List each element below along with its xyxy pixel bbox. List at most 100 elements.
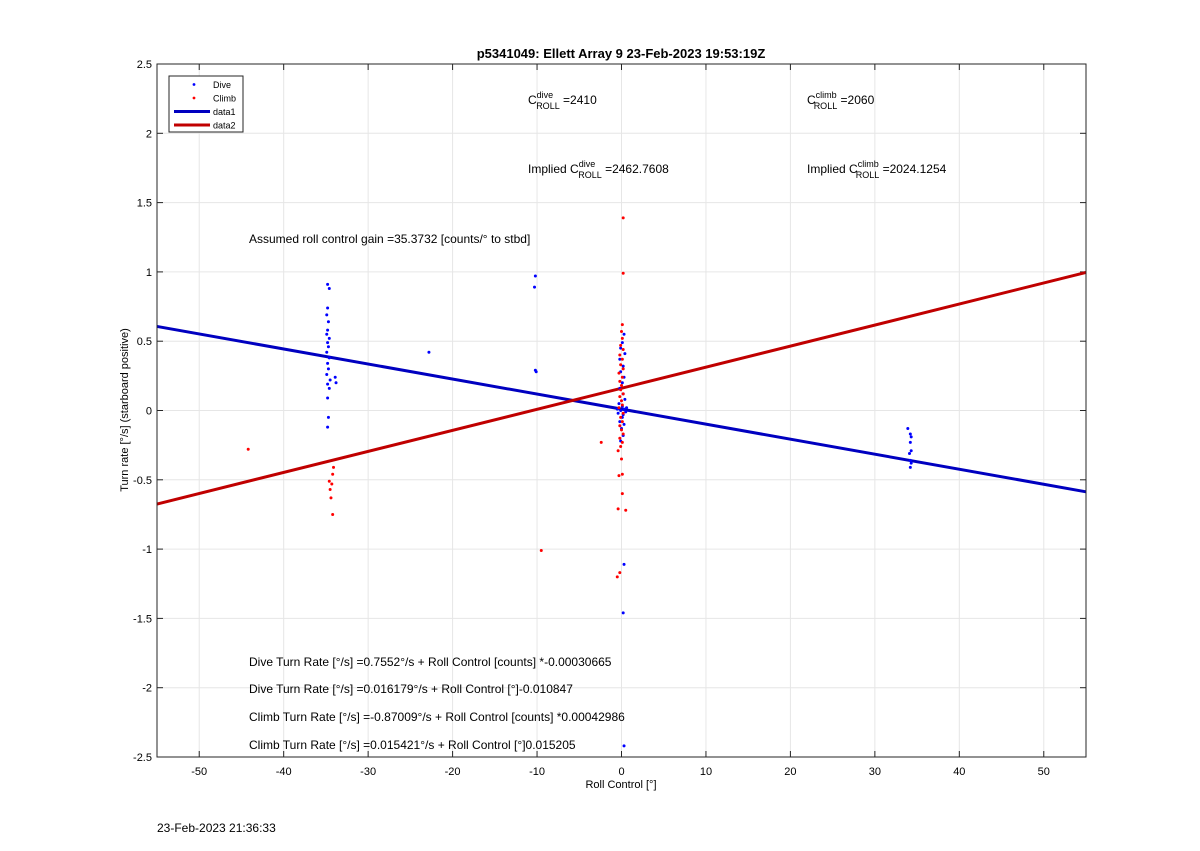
series-line-data1 xyxy=(156,324,1087,494)
tick-labels: -50 -40 -30 -20 -10 0 10 20 30 40 50-2.5-2-1.5-1-0… xyxy=(133,59,1086,778)
data-point-climb xyxy=(620,492,624,496)
data-point-dive xyxy=(326,382,330,386)
data-point-climb xyxy=(620,357,624,361)
data-point-climb xyxy=(620,384,623,388)
data-point-dive xyxy=(622,562,626,566)
annotation-dive-fit-counts: Dive Turn Rate [°/s] =0.7552°/s + Roll C… xyxy=(249,655,612,669)
data-point-dive xyxy=(325,313,329,317)
annotation-climb-fit-deg: Climb Turn Rate [°/s] =0.015421°/s + Rol… xyxy=(249,738,576,752)
annotation-c-roll-dive-base: C xyxy=(528,93,537,107)
data-point-climb xyxy=(616,507,620,511)
data-point-dive xyxy=(327,356,331,360)
data-point-dive xyxy=(327,336,331,340)
y-axis-label: Turn rate [°/s] (starboard positive) xyxy=(119,328,131,492)
legend-marker-dive xyxy=(192,83,196,86)
chart-title: p5341049: Ellett Array 9 23-Feb-2023 19:… xyxy=(477,46,766,61)
x-tick-label: 20 xyxy=(784,766,796,778)
data-point-dive xyxy=(909,461,913,465)
x-tick-label: -30 xyxy=(360,766,376,778)
data-point-climb xyxy=(621,216,625,220)
annotation-implied-dive-value: =2462.7608 xyxy=(602,162,669,176)
data-point-climb xyxy=(599,440,603,444)
annotation-c-roll-climb: Cclimb ROLL =2060 xyxy=(807,90,875,111)
y-tick-label: 0 xyxy=(146,406,152,418)
x-tick-label: -20 xyxy=(445,766,461,778)
annotation-c-roll-climb-sup: climb xyxy=(816,90,837,100)
annotation-c-roll-climb-sub: ROLL xyxy=(814,101,838,111)
data-point-climb xyxy=(624,508,628,512)
y-tick-label: 1.5 xyxy=(137,198,152,210)
legend-label-dive: Dive xyxy=(213,80,231,90)
data-point-climb xyxy=(618,353,622,357)
data-point-climb xyxy=(329,496,333,500)
x-tick-label: 0 xyxy=(618,766,624,778)
data-point-dive xyxy=(326,282,330,286)
data-point-climb xyxy=(621,348,625,352)
data-point-climb xyxy=(327,479,331,483)
data-point-dive xyxy=(616,411,620,415)
data-point-climb xyxy=(621,411,625,415)
data-points xyxy=(246,216,913,748)
data-point-dive xyxy=(326,345,330,349)
plot-area: -50 -40 -30 -20 -10 0 10 20 30 40 50-2.5-2-1.5-1-0… xyxy=(133,59,1087,778)
y-tick-label: -2.5 xyxy=(133,752,152,764)
data-point-dive xyxy=(625,406,629,410)
y-tick-label: -0.5 xyxy=(133,475,152,487)
annotation-implied-dive-prefix: Implied xyxy=(528,162,570,176)
data-point-dive xyxy=(326,396,330,400)
data-point-climb xyxy=(620,375,624,379)
data-point-dive xyxy=(622,744,626,748)
data-point-climb xyxy=(619,343,623,347)
data-point-dive xyxy=(334,381,338,385)
data-point-dive xyxy=(326,328,330,332)
data-point-dive xyxy=(621,611,625,615)
data-point-dive xyxy=(533,274,537,278)
data-point-climb xyxy=(617,371,621,375)
data-point-climb xyxy=(619,363,623,367)
data-point-dive xyxy=(326,341,330,345)
legend-label-climb: Climb xyxy=(213,94,236,104)
x-tick-label: 30 xyxy=(869,766,881,778)
data-point-climb xyxy=(620,457,623,461)
annotation-c-roll-climb-base: C xyxy=(807,93,816,107)
data-point-dive xyxy=(534,370,538,374)
data-point-dive xyxy=(325,332,329,336)
data-point-dive xyxy=(908,465,912,469)
y-tick-label: 0.5 xyxy=(137,336,152,348)
data-point-climb xyxy=(618,436,622,440)
data-point-dive xyxy=(623,397,627,401)
data-point-dive xyxy=(327,386,331,390)
annotation-roll-gain: Assumed roll control gain =35.3732 [coun… xyxy=(249,232,530,246)
annotation-c-roll-dive: Cdive ROLL =2410 xyxy=(528,90,597,111)
timestamp: 23-Feb-2023 21:36:33 xyxy=(157,821,276,835)
data-point-climb xyxy=(330,482,334,486)
y-tick-label: -1 xyxy=(142,544,152,556)
data-point-climb xyxy=(621,271,625,275)
annotation-implied-climb-base: C xyxy=(849,162,858,176)
x-axis-label: Roll Control [°] xyxy=(585,779,656,791)
data-point-dive xyxy=(622,407,626,411)
data-point-dive xyxy=(325,350,329,354)
data-point-climb xyxy=(615,575,619,579)
data-point-dive xyxy=(333,375,337,379)
data-point-dive xyxy=(533,285,537,289)
data-point-climb xyxy=(620,440,624,444)
y-tick-label: -2 xyxy=(142,683,152,695)
axes-frame xyxy=(156,63,1087,758)
data-point-dive xyxy=(623,352,627,356)
annotation-implied-climb-sup: climb xyxy=(858,159,879,169)
annotation-c-roll-climb-value: =2060 xyxy=(837,93,874,107)
data-point-climb xyxy=(331,512,335,516)
data-point-dive xyxy=(622,332,626,336)
data-point-climb xyxy=(246,447,250,451)
data-point-dive xyxy=(621,364,625,368)
data-point-dive xyxy=(327,287,331,291)
data-point-climb xyxy=(620,420,624,424)
data-point-climb xyxy=(620,323,624,327)
data-point-climb xyxy=(620,399,623,403)
annotation-implied-climb: Implied Cclimb ROLL =2024.1254 xyxy=(807,159,947,180)
data-point-dive xyxy=(325,372,329,376)
data-point-dive xyxy=(909,435,913,439)
x-tick-label: 50 xyxy=(1038,766,1050,778)
data-point-climb xyxy=(620,330,623,333)
